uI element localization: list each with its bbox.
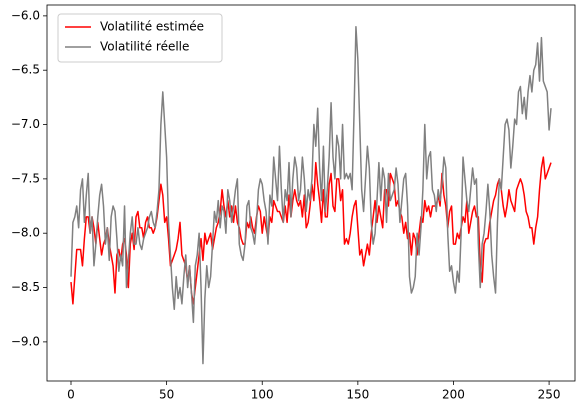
x-tick-label: 150 [346, 388, 369, 402]
y-tick-label: −9.0 [11, 334, 40, 348]
series-line [70, 156, 552, 305]
legend: Volatilité estimée Volatilité réelle [57, 13, 223, 63]
y-tick-label: −8.5 [11, 280, 40, 294]
x-tick-label: 0 [67, 388, 75, 402]
y-tick-label: −6.5 [11, 63, 40, 77]
y-tick-label: −6.0 [11, 8, 40, 22]
series-line [70, 25, 552, 365]
legend-label: Volatilité estimée [100, 20, 204, 34]
x-tick-label: 200 [442, 388, 465, 402]
plot-frame [46, 4, 576, 382]
x-tick-label: 50 [159, 388, 174, 402]
legend-label: Volatilité réelle [100, 40, 189, 54]
x-tick-label: 100 [251, 388, 274, 402]
y-tick-label: −7.0 [11, 117, 40, 131]
y-tick-label: −7.5 [11, 171, 40, 185]
y-tick-label: −8.0 [11, 226, 40, 240]
legend-box [57, 13, 223, 63]
x-tick-label: 250 [538, 388, 561, 402]
